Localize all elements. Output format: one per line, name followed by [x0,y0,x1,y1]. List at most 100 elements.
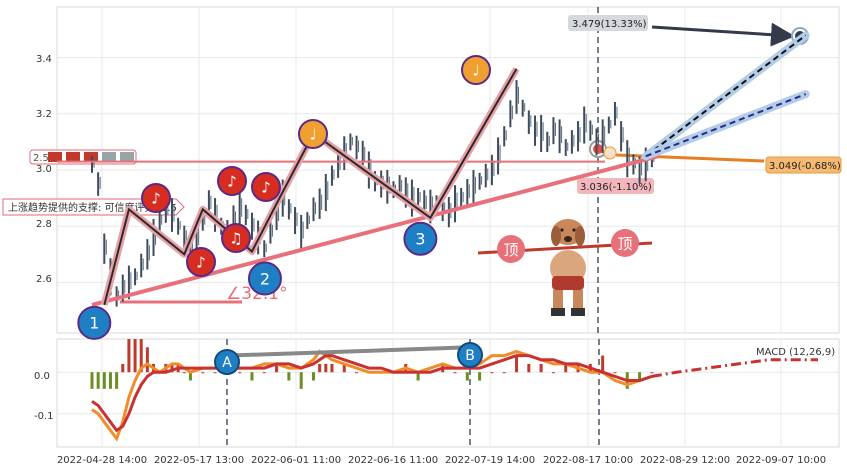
trend-overlays [57,31,810,307]
macd-histogram-bar [121,363,125,373]
macd-histogram-bar [502,372,506,374]
svg-text:3.479(13.33%): 3.479(13.33%) [572,19,647,30]
target-high-annotation: 3.479(13.33%) [568,15,809,47]
macd-histogram-bar [564,363,568,373]
macd-histogram-bar [238,372,242,374]
macd-histogram-bar [188,372,192,381]
macd-histogram-bar [182,372,186,374]
macd-histogram-bar [490,372,494,374]
support-trendline [91,154,659,307]
macd-forecast-line [651,358,818,378]
macd-ab-connector [226,345,471,358]
x-tick-label: 2022-09-07 10:00 [736,455,826,466]
marker-text: A [222,355,232,371]
marker-text: ♩ [309,125,316,143]
macd-histogram-bar [478,372,482,381]
macd-histogram-bar [275,363,279,373]
marker-circle [461,55,491,85]
macd-histogram-bar [465,372,469,381]
macd-histogram-bar [355,372,359,374]
note-marker: ♪ [141,183,171,213]
macd-histogram-bar [250,372,254,381]
note-marker: ♪ [217,166,247,196]
marker-text: ♪ [227,172,237,190]
x-tick-label: 2022-04-28 14:00 [57,455,147,466]
y-tick-label: 2.8 [36,219,52,230]
marker-circle [77,305,112,340]
note-marker: ♫ [221,223,251,253]
macd-marker-b: B [457,342,483,368]
macd-title: MACD (12,26,9) [756,347,835,358]
svg-text:3.049(-0.68%): 3.049(-0.68%) [769,161,841,172]
marker-circle [298,119,328,149]
top-signal-group: 顶 顶 [477,219,653,316]
marker-circle [217,166,247,196]
marker-text: B [465,348,475,364]
macd-histogram-bar [262,372,266,374]
macd-panel-frame [56,338,840,448]
wave-1-marker: 1 [77,305,112,340]
macd-histogram-bar [139,339,143,373]
x-tick-label: 2022-08-17 10:00 [543,455,633,466]
marker-text: 2 [260,269,270,288]
current-price-annotation: 3.036(-1.10%) [577,178,654,194]
marker-circle [403,221,438,256]
macd-histogram-bar [287,372,291,381]
svg-text:3.036(-1.10%): 3.036(-1.10%) [580,182,652,193]
top-label: 顶 [503,241,518,259]
note-marker: ♪ [251,172,281,202]
macd-histogram-bar [299,372,303,389]
marker-text: 3 [415,230,425,249]
marker-text: ♩ [472,61,479,79]
macd-histogram-bar [133,339,137,373]
macd-y-tick-label: 0.0 [34,371,50,382]
x-tick-label: 2022-06-01 11:00 [251,455,341,466]
marker-circle [251,172,281,202]
y-tick-label: 2.6 [36,274,52,285]
macd-histogram-bar [201,372,205,374]
macd-histogram-bar [515,355,519,373]
macd-marker-a: A [214,349,240,375]
projection-line [645,93,807,158]
marker-text: 1 [89,314,99,333]
macd-histogram-bar [96,372,100,389]
macd-histogram-bar [170,363,174,373]
projection-line [645,34,807,158]
zigzag-line [103,68,518,306]
macd-histogram-bar [342,363,346,373]
macd-histogram-bar [318,363,322,373]
macd-histogram-bar [324,363,328,373]
marker-circle [186,247,216,277]
note-marker: ♩ [298,119,328,149]
y-tick-label: 3.2 [36,109,52,120]
macd-histogram-bar [527,363,531,373]
macd-histogram-bar [453,372,457,374]
marker-text: ♪ [196,253,206,271]
marker-circle [221,223,251,253]
marker-circle [141,183,171,213]
y-tick-label: 3.0 [36,164,52,175]
macd-y-tick-label: -0.1 [34,411,54,422]
wave-2-marker: 2 [247,261,282,296]
macd-histogram-bar [650,372,654,374]
macd-histogram-bar [638,372,642,381]
macd-histogram-bar [613,372,617,374]
macd-histogram-bar [213,372,217,374]
x-tick-label: 2022-07-19 14:00 [445,455,535,466]
macd-histogram-bar [601,355,605,373]
macd-histogram-bar [90,372,94,389]
y-tick-label: 3.4 [36,54,52,65]
note-marker: ♪ [186,247,216,277]
marker-text: ♪ [261,178,271,196]
macd-histogram-bar [145,347,149,373]
x-tick-label: 2022-06-16 11:00 [348,455,438,466]
macd-histogram-bar [108,372,112,389]
macd-histogram-bar [102,372,106,389]
macd-dea-line [91,354,653,433]
marker-circle [457,342,483,368]
macd-histogram-bar [551,372,555,374]
marker-circle [247,261,282,296]
marker-text: ♪ [151,189,161,207]
